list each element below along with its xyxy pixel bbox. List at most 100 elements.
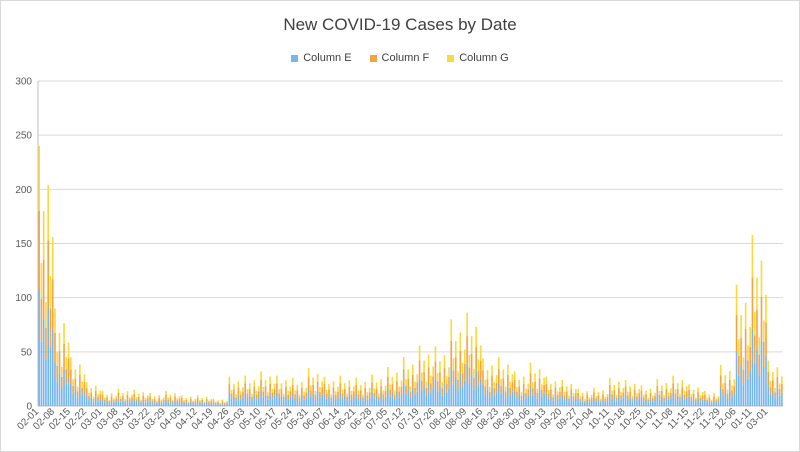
bar-segment-column-f: [203, 402, 206, 405]
bar-segment-column-g: [287, 390, 290, 395]
bar-segment-column-e: [608, 393, 611, 406]
bar-segment-column-f: [244, 383, 247, 393]
bar-segment-column-e: [602, 398, 604, 406]
bar-segment-column-e: [233, 396, 235, 406]
bar-segment-column-g: [762, 320, 765, 342]
bar-segment-column-g: [341, 389, 344, 394]
bar-segment-column-g: [199, 400, 201, 402]
bar-segment-column-e: [314, 399, 317, 406]
bar-segment-column-f: [405, 385, 407, 394]
bar-segment-column-f: [373, 393, 376, 399]
bar-segment-column-f: [74, 378, 77, 390]
bar-segment-column-f: [672, 383, 674, 393]
bar-segment-column-g: [724, 375, 727, 383]
chart-legend: Column E Column F Column G: [1, 52, 799, 64]
bar-segment-column-g: [110, 393, 113, 397]
bar-segment-column-g: [316, 373, 319, 382]
bar-segment-column-e: [99, 399, 102, 406]
bar-segment-column-e: [724, 392, 727, 406]
bar-segment-column-g: [38, 146, 40, 211]
bar-segment-column-e: [713, 400, 715, 406]
bar-segment-column-e: [584, 402, 586, 406]
bar-segment-column-f: [88, 396, 90, 401]
bar-segment-column-f: [769, 387, 772, 395]
bar-segment-column-g: [384, 385, 387, 391]
bar-segment-column-g: [353, 386, 355, 392]
bar-segment-column-e: [488, 397, 491, 406]
bar-segment-column-f: [115, 398, 117, 402]
bar-segment-column-g: [393, 390, 396, 395]
bar-segment-column-f: [124, 400, 126, 403]
bar-segment-column-g: [217, 400, 219, 402]
bar-segment-column-g: [248, 383, 251, 389]
bar-segment-column-g: [749, 327, 751, 347]
bar-segment-column-e: [398, 397, 400, 406]
bar-segment-column-f: [719, 375, 722, 388]
bar-segment-column-g: [654, 392, 656, 396]
bar-segment-column-e: [550, 396, 552, 406]
bar-segment-column-f: [314, 394, 317, 400]
bar-segment-column-g: [400, 380, 403, 387]
bar-segment-column-g: [509, 381, 511, 388]
bar-segment-column-e: [203, 404, 206, 406]
bar-segment-column-f: [205, 399, 208, 402]
bar-segment-column-f: [439, 372, 441, 386]
bar-segment-column-e: [642, 400, 645, 406]
bar-segment-column-g: [482, 358, 484, 371]
bar-segment-column-g: [665, 382, 668, 389]
bar-segment-column-f: [466, 336, 468, 365]
bar-segment-column-g: [731, 385, 733, 391]
bar-segment-column-e: [169, 400, 172, 406]
bar-segment-column-g: [357, 390, 360, 395]
bar-segment-column-e: [624, 394, 627, 406]
bar-segment-column-e: [631, 401, 634, 406]
bar-segment-column-e: [520, 399, 523, 406]
bar-segment-column-f: [171, 401, 174, 404]
bar-segment-column-e: [239, 399, 242, 406]
bar-segment-column-f: [434, 361, 437, 380]
bar-segment-column-g: [547, 389, 550, 394]
bar-segment-column-e: [38, 289, 40, 406]
bar-segment-column-f: [572, 396, 575, 401]
bar-segment-column-f: [611, 394, 613, 400]
bar-segment-column-f: [740, 337, 742, 366]
bar-segment-column-f: [527, 389, 530, 396]
bar-segment-column-e: [627, 399, 629, 406]
bar-segment-column-f: [126, 394, 129, 400]
bar-segment-column-e: [516, 397, 518, 406]
bar-segment-column-f: [183, 401, 185, 404]
bar-segment-column-f: [624, 386, 627, 395]
bar-segment-column-e: [262, 397, 265, 406]
bar-segment-column-e: [210, 402, 213, 406]
bar-segment-column-e: [325, 398, 328, 406]
bar-segment-column-e: [590, 400, 593, 406]
bar-segment-column-g: [228, 376, 231, 385]
bar-segment-column-f: [728, 379, 731, 391]
bar-segment-column-e: [715, 402, 718, 406]
bar-segment-column-e: [201, 402, 203, 406]
bar-segment-column-e: [633, 396, 636, 406]
bar-segment-column-e: [470, 374, 473, 406]
bar-segment-column-e: [529, 386, 532, 406]
bar-segment-column-f: [479, 360, 482, 379]
bar-segment-column-e: [54, 362, 56, 406]
bar-segment-column-e: [776, 388, 779, 406]
bar-segment-column-e: [663, 401, 665, 406]
y-tick-label: 0: [26, 402, 32, 413]
bar-segment-column-e: [178, 401, 181, 406]
bar-segment-column-g: [280, 383, 283, 389]
bar-segment-column-f: [441, 388, 444, 396]
bar-segment-column-g: [398, 386, 400, 392]
bar-segment-column-e: [441, 395, 444, 406]
bar-segment-column-e: [690, 400, 693, 406]
bar-segment-column-e: [56, 381, 59, 406]
bar-segment-column-g: [516, 386, 518, 392]
bar-segment-column-f: [307, 377, 310, 389]
bar-segment-column-g: [679, 393, 681, 397]
bar-segment-column-e: [491, 387, 493, 406]
bar-segment-column-e: [654, 399, 656, 406]
bar-segment-column-e: [581, 400, 584, 406]
bar-segment-column-e: [355, 393, 357, 406]
bar-segment-column-e: [153, 401, 156, 406]
